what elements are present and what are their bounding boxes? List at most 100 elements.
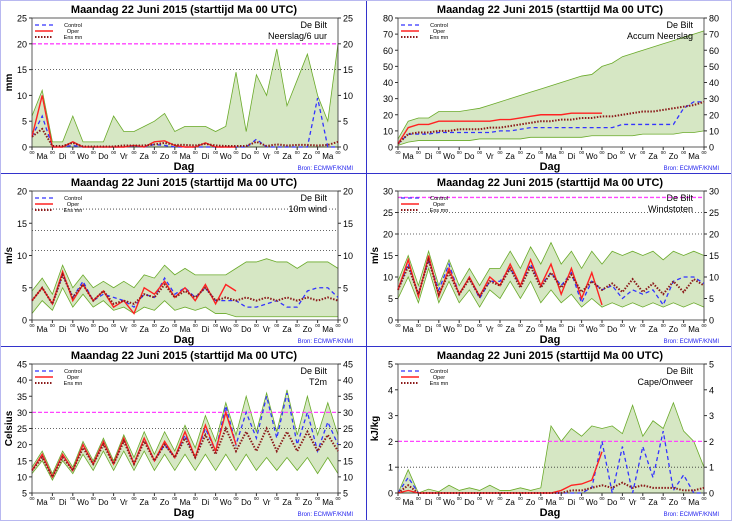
y-tick-label-right: 50: [709, 62, 719, 72]
y-tick-label-right: 10: [709, 126, 719, 136]
day-label: Do: [607, 152, 618, 161]
x-tick-label: 00: [579, 496, 585, 501]
y-tick-label-right: 20: [709, 110, 719, 120]
chart-svg: Maandag 22 Juni 2015 (starttijd Ma 00 UT…: [4, 4, 354, 173]
ensemble-ens-max-line: [397, 241, 705, 287]
x-tick-label: 00: [29, 323, 35, 328]
day-label: Za: [282, 152, 292, 161]
day-label: Vr: [629, 152, 637, 161]
x-tick-label: 00: [416, 496, 422, 501]
y-tick-label-right: 15: [343, 65, 353, 75]
x-tick-label: 00: [701, 323, 707, 328]
x-axis-label: Dag: [174, 334, 195, 346]
legend-label: Ens mn: [430, 35, 449, 41]
y-tick-label-right: 15: [343, 456, 353, 466]
x-tick-label: 00: [172, 323, 178, 328]
station-label: De Bilt: [666, 366, 693, 376]
day-label: Za: [648, 325, 658, 334]
panel-cape: Maandag 22 Juni 2015 (starttijd Ma 00 UT…: [367, 347, 731, 520]
x-tick-label: 00: [538, 150, 544, 155]
day-label: Za: [506, 498, 516, 507]
x-tick-label: 00: [91, 150, 97, 155]
day-label: Do: [241, 152, 252, 161]
x-tick-label: 00: [172, 150, 178, 155]
station-label: De Bilt: [300, 193, 327, 203]
x-tick-label: 00: [315, 150, 321, 155]
legend-label: Ens mn: [430, 381, 449, 387]
y-tick-label: 30: [383, 94, 393, 104]
x-axis-label: Dag: [540, 161, 561, 173]
x-tick-label: 00: [111, 496, 117, 501]
legend-label: Oper: [67, 29, 79, 35]
y-tick-label-right: 10: [343, 91, 353, 101]
y-tick-label: 0: [388, 316, 393, 326]
legend-label: Control: [64, 23, 82, 29]
y-tick-label: 20: [17, 187, 27, 197]
x-tick-label: 00: [559, 323, 565, 328]
x-tick-label: 00: [579, 150, 585, 155]
day-label: Wo: [77, 498, 89, 507]
x-tick-label: 00: [599, 496, 605, 501]
y-tick-label: 1: [388, 463, 393, 473]
y-tick-label-right: 35: [343, 392, 353, 402]
y-tick-label: 5: [388, 294, 393, 304]
day-label: Zo: [160, 152, 170, 161]
chart-svg: Maandag 22 Juni 2015 (starttijd Ma 00 UT…: [370, 350, 719, 519]
x-tick-label: 00: [70, 150, 76, 155]
y-tick-label: 20: [383, 110, 393, 120]
x-tick-label: 00: [254, 496, 260, 501]
day-label: Vr: [263, 325, 271, 334]
y-tick-label: 5: [22, 117, 27, 127]
x-tick-label: 00: [681, 323, 687, 328]
variable-label: Neerslag/6 uur: [268, 31, 327, 41]
day-label: Vr: [263, 152, 271, 161]
day-label: Di: [202, 152, 210, 161]
chart-svg: Maandag 22 Juni 2015 (starttijd Ma 00 UT…: [370, 177, 719, 346]
y-tick-label-right: 2: [709, 437, 714, 447]
x-tick-label: 00: [477, 150, 483, 155]
y-axis-label: kJ/kg: [370, 416, 381, 442]
x-tick-label: 00: [29, 150, 35, 155]
x-tick-label: 00: [91, 496, 97, 501]
x-tick-label: 00: [477, 323, 483, 328]
day-label: Wo: [220, 498, 232, 507]
series-ens-mean-line: [397, 256, 705, 299]
y-tick-label-right: 20: [343, 187, 353, 197]
x-tick-label: 00: [131, 496, 137, 501]
x-tick-label: 00: [599, 150, 605, 155]
y-tick-label-right: 30: [343, 408, 353, 418]
x-tick-label: 00: [599, 323, 605, 328]
day-label: Do: [241, 498, 252, 507]
x-tick-label: 00: [538, 496, 544, 501]
source-label: Bron: ECMWF/KNMI: [298, 166, 354, 172]
y-tick-label: 15: [17, 65, 27, 75]
y-tick-label: 15: [383, 251, 393, 261]
x-tick-label: 00: [416, 150, 422, 155]
y-tick-label: 5: [22, 489, 27, 499]
series-oper-line: [397, 255, 603, 306]
day-label: Vr: [486, 325, 494, 334]
day-label: Vr: [629, 498, 637, 507]
x-tick-label: 00: [131, 323, 137, 328]
x-tick-label: 00: [395, 496, 401, 501]
y-tick-label: 25: [17, 424, 27, 434]
day-label: Za: [282, 498, 292, 507]
y-tick-label: 10: [383, 126, 393, 136]
legend-label: Control: [64, 196, 82, 202]
x-tick-label: 00: [497, 150, 503, 155]
day-label: Ma: [322, 325, 334, 334]
legend-label: Ens mn: [64, 208, 83, 214]
x-tick-label: 00: [701, 496, 707, 501]
legend-label: Control: [430, 196, 448, 202]
y-tick-label: 25: [383, 208, 393, 218]
x-tick-label: 00: [274, 150, 280, 155]
day-label: Ma: [688, 152, 700, 161]
ensemble-ens-max-line: [31, 258, 339, 296]
day-label: Ma: [403, 325, 415, 334]
day-label: Ma: [545, 498, 557, 507]
x-tick-label: 00: [295, 496, 301, 501]
x-tick-label: 00: [111, 150, 117, 155]
x-tick-label: 00: [661, 323, 667, 328]
station-label: De Bilt: [666, 20, 693, 30]
y-tick-label: 10: [383, 273, 393, 283]
